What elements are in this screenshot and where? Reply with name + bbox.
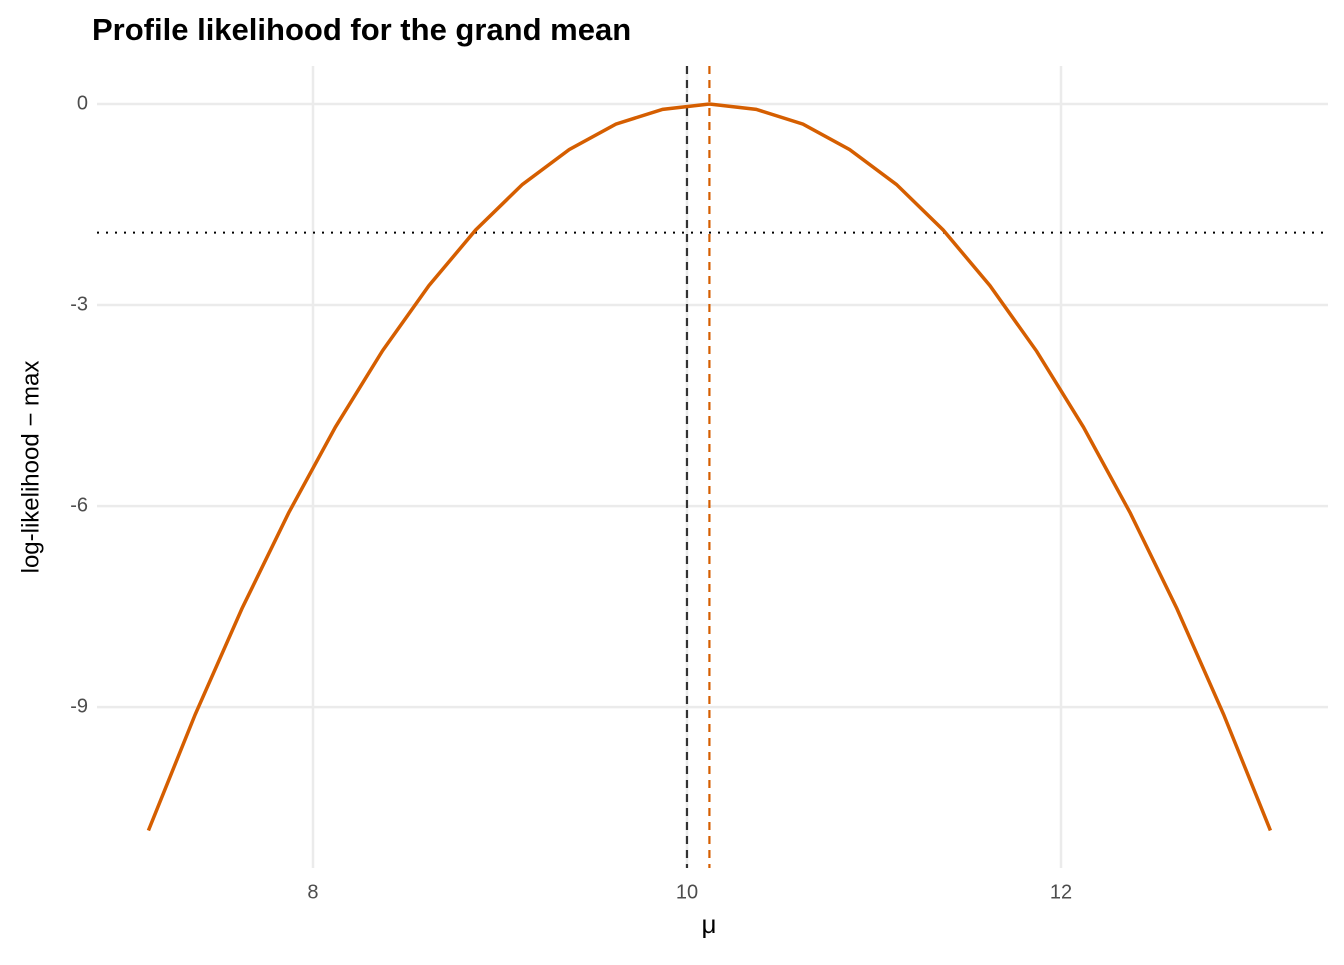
chart-title: Profile likelihood for the grand mean — [92, 12, 631, 47]
y-tick-label: -6 — [70, 494, 88, 516]
x-tick-label: 12 — [1050, 881, 1072, 903]
x-tick-label: 8 — [307, 881, 318, 903]
x-axis-title: μ — [702, 909, 717, 939]
likelihood-curve — [146, 102, 1273, 832]
y-tick-label: 0 — [77, 92, 88, 114]
y-tick-label: -3 — [70, 293, 88, 315]
y-tick-label: -9 — [70, 695, 88, 717]
x-tick-label: 10 — [676, 881, 698, 903]
y-axis-title: log-likelihood − max — [17, 361, 44, 574]
